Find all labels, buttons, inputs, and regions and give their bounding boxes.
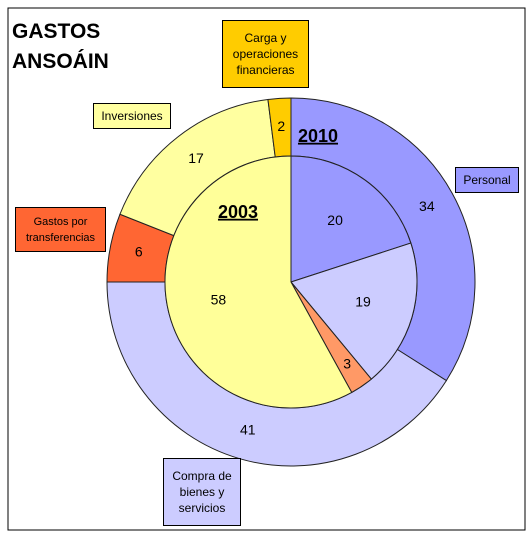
category-label: Compra de bienes y servicios (163, 458, 241, 526)
slice (164, 155, 353, 409)
chart-title: ANSOÁIN (12, 50, 109, 73)
slice (290, 155, 412, 283)
category-label: Inversiones (93, 103, 171, 129)
category-label: Carga y operaciones financieras (222, 20, 309, 88)
chart-title: GASTOS (12, 20, 101, 43)
value-label: 2 (277, 118, 285, 134)
frame (7, 7, 526, 531)
value-label: 20 (327, 212, 343, 228)
series-label: 2003 (218, 202, 258, 222)
value-label: 3 (343, 355, 351, 371)
value-label: 17 (188, 150, 204, 166)
value-label: 41 (240, 422, 256, 438)
category-label: Gastos por transferencias (15, 207, 106, 252)
value-label: 58 (211, 291, 227, 307)
value-label: 34 (419, 198, 435, 214)
slice (290, 242, 418, 380)
value-label: 6 (135, 244, 143, 260)
series-label: 2010 (298, 126, 338, 146)
value-label: 19 (355, 294, 371, 310)
category-label: Personal (455, 167, 519, 193)
